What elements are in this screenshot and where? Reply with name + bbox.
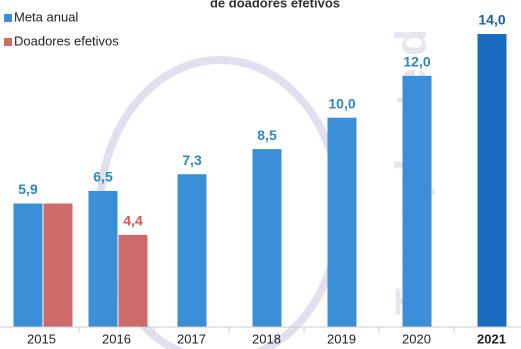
data-label: 14,0 [478, 12, 505, 28]
bar [88, 190, 118, 327]
bar [118, 234, 148, 327]
x-tick-label: 2015 [27, 331, 56, 346]
legend-swatch [4, 38, 12, 46]
data-label: 12,0 [403, 54, 430, 70]
x-tick-label: 2018 [252, 331, 281, 346]
bar [13, 203, 43, 327]
bar [252, 149, 282, 327]
bar [327, 117, 357, 327]
legend-swatch [4, 14, 12, 22]
data-label: 7,3 [182, 152, 202, 168]
data-label: 5,9 [18, 181, 38, 197]
chart-title: de doadores efetivos [210, 0, 340, 10]
legend-label: Doadores efetivos [14, 33, 119, 48]
bar [43, 203, 73, 327]
data-label: 10,0 [328, 95, 355, 111]
data-label: 8,5 [257, 127, 277, 143]
x-tick-label: 2021 [477, 331, 506, 346]
x-tick-label: 2016 [102, 331, 131, 346]
bar [477, 34, 507, 327]
data-label: 6,5 [93, 169, 113, 185]
data-label: 4,4 [123, 213, 143, 229]
bar [177, 174, 207, 327]
x-tick-label: 2019 [327, 331, 356, 346]
x-tick-label: 2017 [177, 331, 206, 346]
x-tick-label: 2020 [402, 331, 431, 346]
bar [402, 75, 432, 327]
legend-label: Meta anual [14, 9, 78, 24]
